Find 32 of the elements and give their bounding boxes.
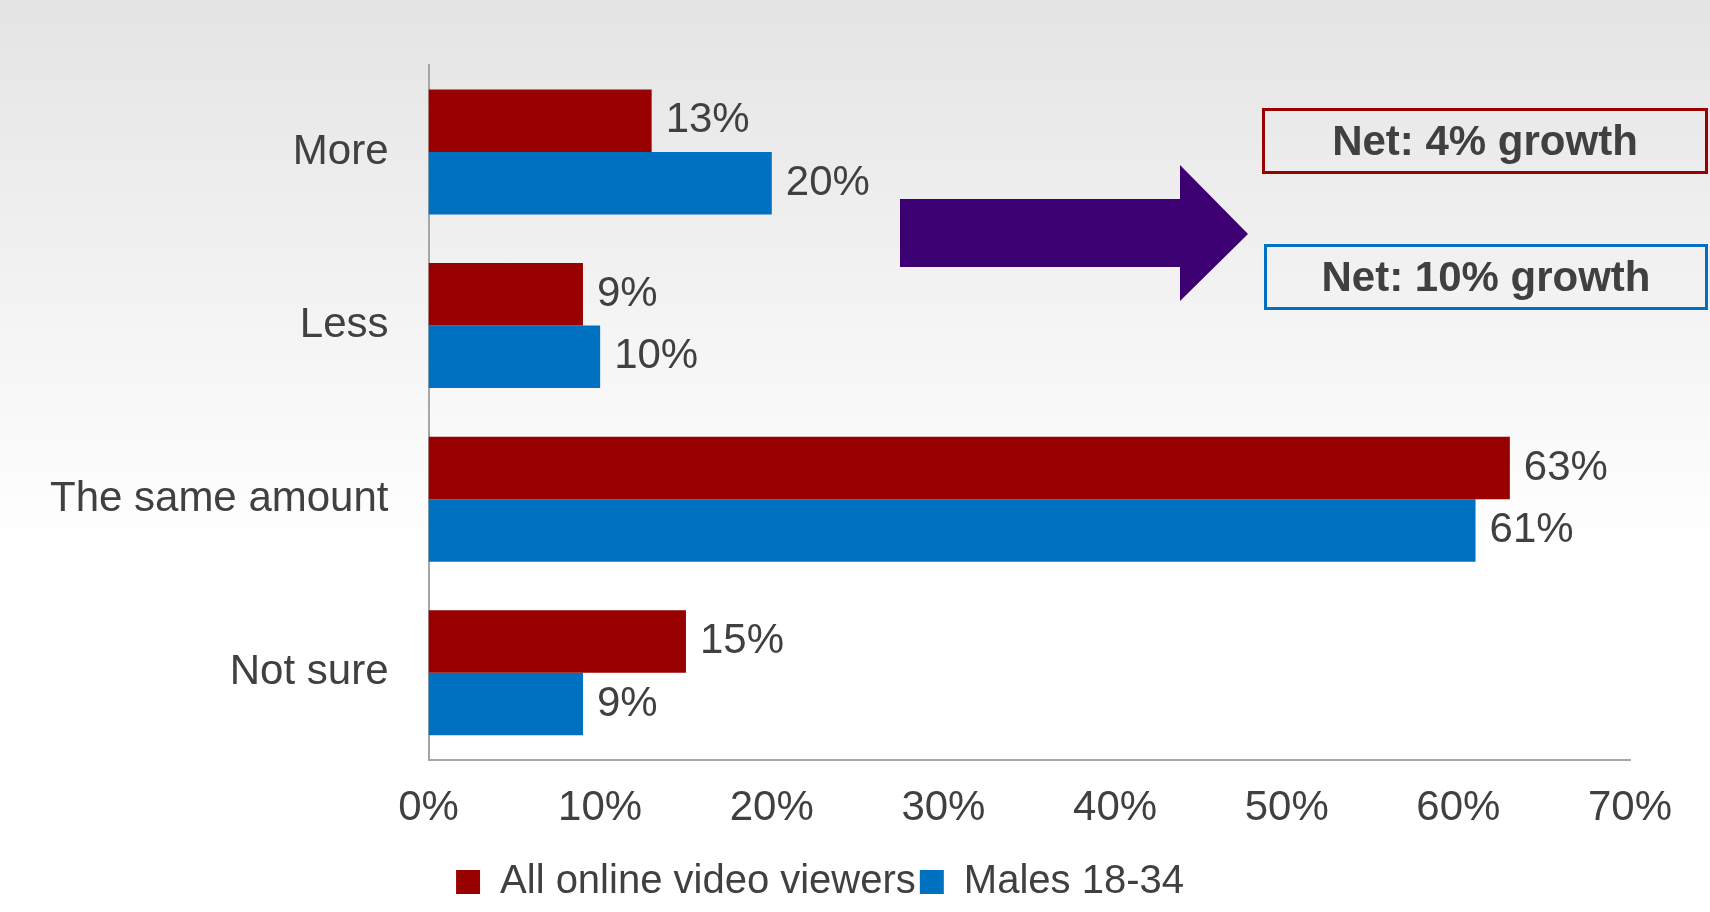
y-tick-label: The same amount [49,472,389,520]
bar [428,672,583,736]
data-label: 9% [596,677,658,725]
annotation: Net: 4% growth [1262,108,1708,174]
bar [428,436,1510,500]
data-label: 15% [699,615,785,663]
y-tick-label: Less [299,299,389,347]
x-tick-label: 10% [558,782,643,830]
x-tick-label: 50% [1244,782,1329,830]
legend-label: Males 18-34 [963,857,1184,902]
x-tick-label: 60% [1416,782,1501,830]
data-label: 20% [785,156,870,204]
bar [428,89,652,152]
x-tick-label: 20% [729,782,814,830]
x-tick-label: 40% [1073,782,1158,830]
x-tick-label: 0% [398,782,459,830]
data-label: 9% [596,267,658,315]
data-label: 10% [614,330,699,378]
y-tick-label: More [292,125,389,173]
data-label: 63% [1523,441,1608,489]
data-label: 61% [1489,504,1574,552]
bar [428,152,772,215]
bar [428,499,1476,562]
legend-label: All online video viewers [500,857,916,902]
x-tick-label: 70% [1587,782,1673,830]
data-label: 13% [665,94,750,142]
y-tick-label: Not sure [229,646,389,694]
bar [428,263,583,326]
x-tick-label: 30% [901,782,986,830]
bar [428,610,686,673]
bar [428,325,601,389]
annotation: Net: 10% growth [1264,244,1708,310]
